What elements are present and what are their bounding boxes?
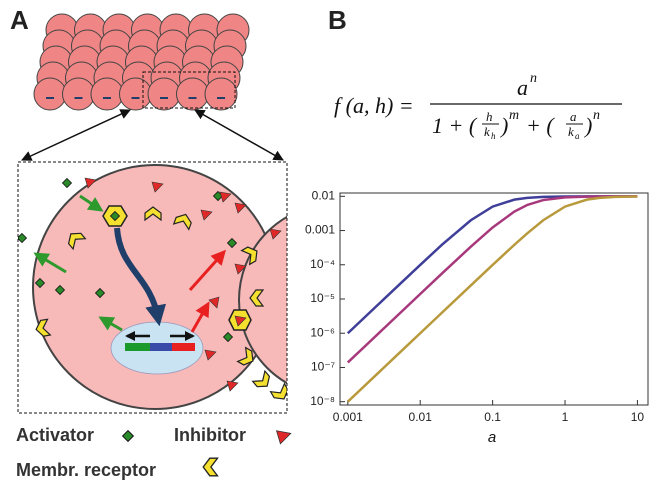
formula-text: ) bbox=[583, 113, 592, 138]
legend-receptor: Membr. receptor bbox=[16, 460, 156, 480]
legend-activator: Activator bbox=[16, 425, 94, 445]
x-axis-label: a bbox=[488, 429, 496, 446]
y-tick-label: 10⁻⁷ bbox=[311, 360, 335, 374]
formula-text: m bbox=[509, 108, 519, 123]
cell bbox=[204, 77, 238, 111]
tissue bbox=[33, 13, 250, 111]
legend-inhibitor: Inhibitor bbox=[174, 425, 246, 445]
x-tick-label: 10 bbox=[631, 410, 645, 424]
formula-lhs: f (a, h) = bbox=[334, 93, 414, 118]
y-tick-label: 10⁻⁵ bbox=[310, 291, 335, 305]
zoom-box bbox=[142, 71, 236, 109]
cell bbox=[176, 77, 209, 111]
y-tick-label: 10⁻⁴ bbox=[310, 257, 335, 271]
cell bbox=[90, 77, 124, 111]
x-tick-label: 0.1 bbox=[484, 410, 501, 424]
y-tick-label: 0.01 bbox=[312, 188, 336, 202]
x-tick-label: 0.01 bbox=[409, 410, 433, 424]
y-tick-label: 0.001 bbox=[305, 223, 335, 237]
plot-frame bbox=[339, 192, 649, 406]
formula-text: h bbox=[491, 131, 496, 141]
y-tick-label: 10⁻⁸ bbox=[310, 394, 335, 408]
cell bbox=[147, 77, 181, 111]
cell bbox=[33, 77, 67, 111]
cell bbox=[62, 77, 95, 111]
inhibitor-icon bbox=[276, 430, 292, 445]
formula-text: n bbox=[593, 108, 600, 123]
chart: a 0.001 0.01 0.1 1 10 10⁻⁸ 10⁻⁷ 10⁻⁶ 10⁻⁵ 10⁻⁴ 0.0… bbox=[305, 188, 649, 446]
formula-text: ) bbox=[499, 113, 508, 138]
x-tick-label: 1 bbox=[562, 410, 569, 424]
formula-text: a bbox=[575, 131, 580, 141]
formula-text: k bbox=[484, 124, 490, 139]
formula-text: 1 + ( bbox=[432, 113, 478, 138]
y-tick-label: 10⁻⁶ bbox=[310, 325, 335, 339]
cell bbox=[119, 77, 152, 111]
panel-label: A bbox=[10, 5, 29, 35]
panel-label: B bbox=[328, 5, 347, 35]
zoom-arrow bbox=[21, 109, 131, 161]
formula-text: h bbox=[486, 109, 493, 124]
series-line bbox=[346, 195, 638, 403]
activator-icon bbox=[122, 430, 134, 442]
formula-text: a bbox=[517, 75, 528, 100]
formula-text: k bbox=[568, 124, 574, 139]
formula-text: + ( bbox=[526, 113, 555, 138]
formula-text: n bbox=[530, 71, 537, 86]
series-line bbox=[346, 195, 638, 364]
receptor-icon bbox=[202, 457, 219, 477]
formula: f (a, h) = a n 1 + ( h k h ) m + ( a k a… bbox=[334, 71, 622, 141]
formula-text: a bbox=[570, 109, 577, 124]
x-tick-label: 0.001 bbox=[333, 410, 363, 424]
zoom-arrow bbox=[194, 109, 284, 161]
cell-detail bbox=[18, 164, 287, 410]
